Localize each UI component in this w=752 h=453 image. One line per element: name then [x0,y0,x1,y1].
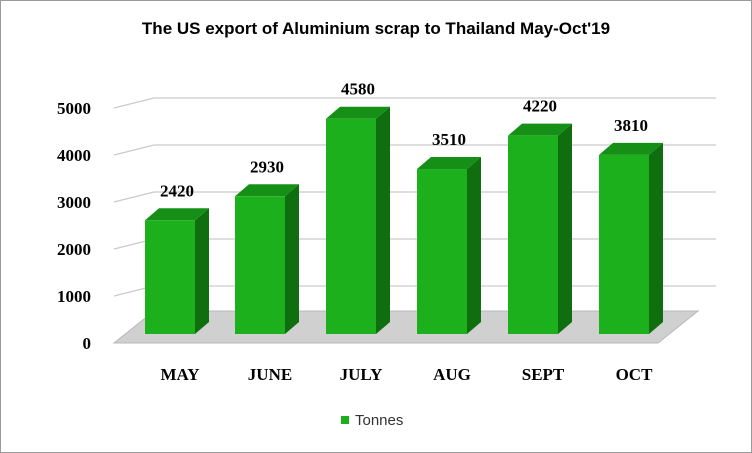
bar-side [376,106,390,335]
bar-oct [599,142,663,334]
chart-title: The US export of Aluminium scrap to Thai… [141,19,611,38]
bar-front [417,169,467,334]
x-tick-label: OCT [616,365,654,384]
data-label: 3510 [432,130,466,149]
y-axis-ticks: 0 1000 2000 3000 4000 5000 [57,99,91,353]
x-tick-label: SEPT [522,365,565,384]
bar-front [235,196,285,334]
data-label: 2420 [160,181,194,200]
y-tick-label: 4000 [57,146,91,165]
x-tick-label: MAY [160,365,199,384]
gridline [113,97,716,109]
data-label: 3810 [614,116,648,135]
bar-front [145,220,195,334]
bar-front [599,154,649,334]
bar-side [195,208,209,334]
bar-front [508,135,558,334]
bar-side [649,142,663,334]
bar-july [326,106,390,335]
bars [145,106,663,335]
data-label: 2930 [250,157,284,176]
bar-front [326,118,376,335]
bar-june [235,184,299,334]
legend-label: Tonnes [355,411,404,429]
bar-aug [417,157,481,334]
bar-sept [508,123,572,334]
x-tick-label: JUNE [248,365,292,384]
bar-side [558,123,572,334]
bar-top [235,184,299,197]
bar-top [417,157,481,170]
bar-may [145,208,209,334]
y-tick-label: 3000 [57,193,91,212]
y-tick-label: 2000 [57,240,91,259]
y-tick-label: 0 [83,334,92,353]
data-label: 4220 [523,97,557,116]
y-tick-label: 1000 [57,287,91,306]
bar-side [285,184,299,334]
bar-top [326,106,390,119]
bar-top [145,208,209,221]
bar-top [508,123,572,136]
y-tick-label: 5000 [57,99,91,118]
bar-top [599,142,663,155]
x-axis-ticks: MAY JUNE JULY AUG SEPT OCT [160,365,653,384]
data-label: 4580 [341,80,375,99]
legend: Tonnes [341,410,403,430]
bar-side [467,157,481,334]
x-tick-label: JULY [340,365,383,384]
x-tick-label: AUG [433,365,471,384]
legend-swatch [341,416,349,424]
data-labels: 2420 2930 4580 3510 4220 3810 [160,80,648,201]
